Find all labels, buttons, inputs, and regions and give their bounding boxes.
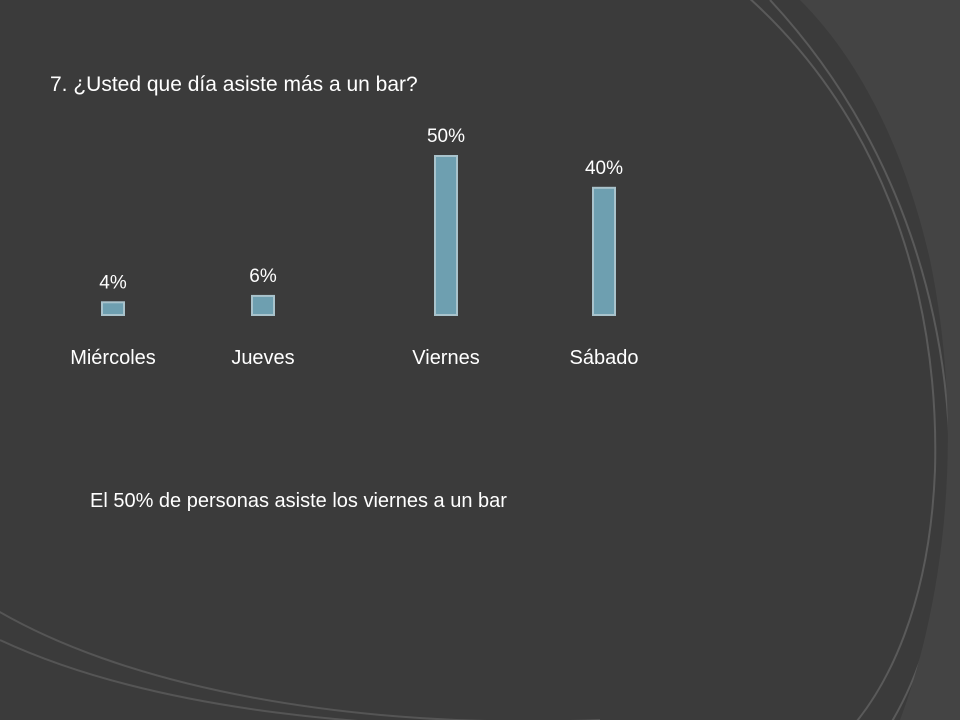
bar-jueves	[251, 294, 275, 317]
category-label-sabado: Sábado	[570, 347, 639, 369]
data-label-jueves: 6%	[249, 266, 277, 287]
question-title: 7. ¿Usted que día asiste más a un bar?	[50, 73, 418, 96]
category-label-miercoles: Miércoles	[70, 347, 156, 369]
bar-sabado	[592, 186, 616, 316]
bar-viernes	[434, 155, 458, 316]
category-label-jueves: Jueves	[231, 347, 294, 369]
bar-miercoles	[101, 301, 125, 316]
data-label-miercoles: 4%	[99, 272, 127, 293]
data-label-viernes: 50%	[427, 126, 465, 147]
conclusion-caption: El 50% de personas asiste los viernes a …	[90, 490, 507, 512]
data-label-sabado: 40%	[585, 158, 623, 179]
category-label-viernes: Viernes	[412, 347, 479, 369]
